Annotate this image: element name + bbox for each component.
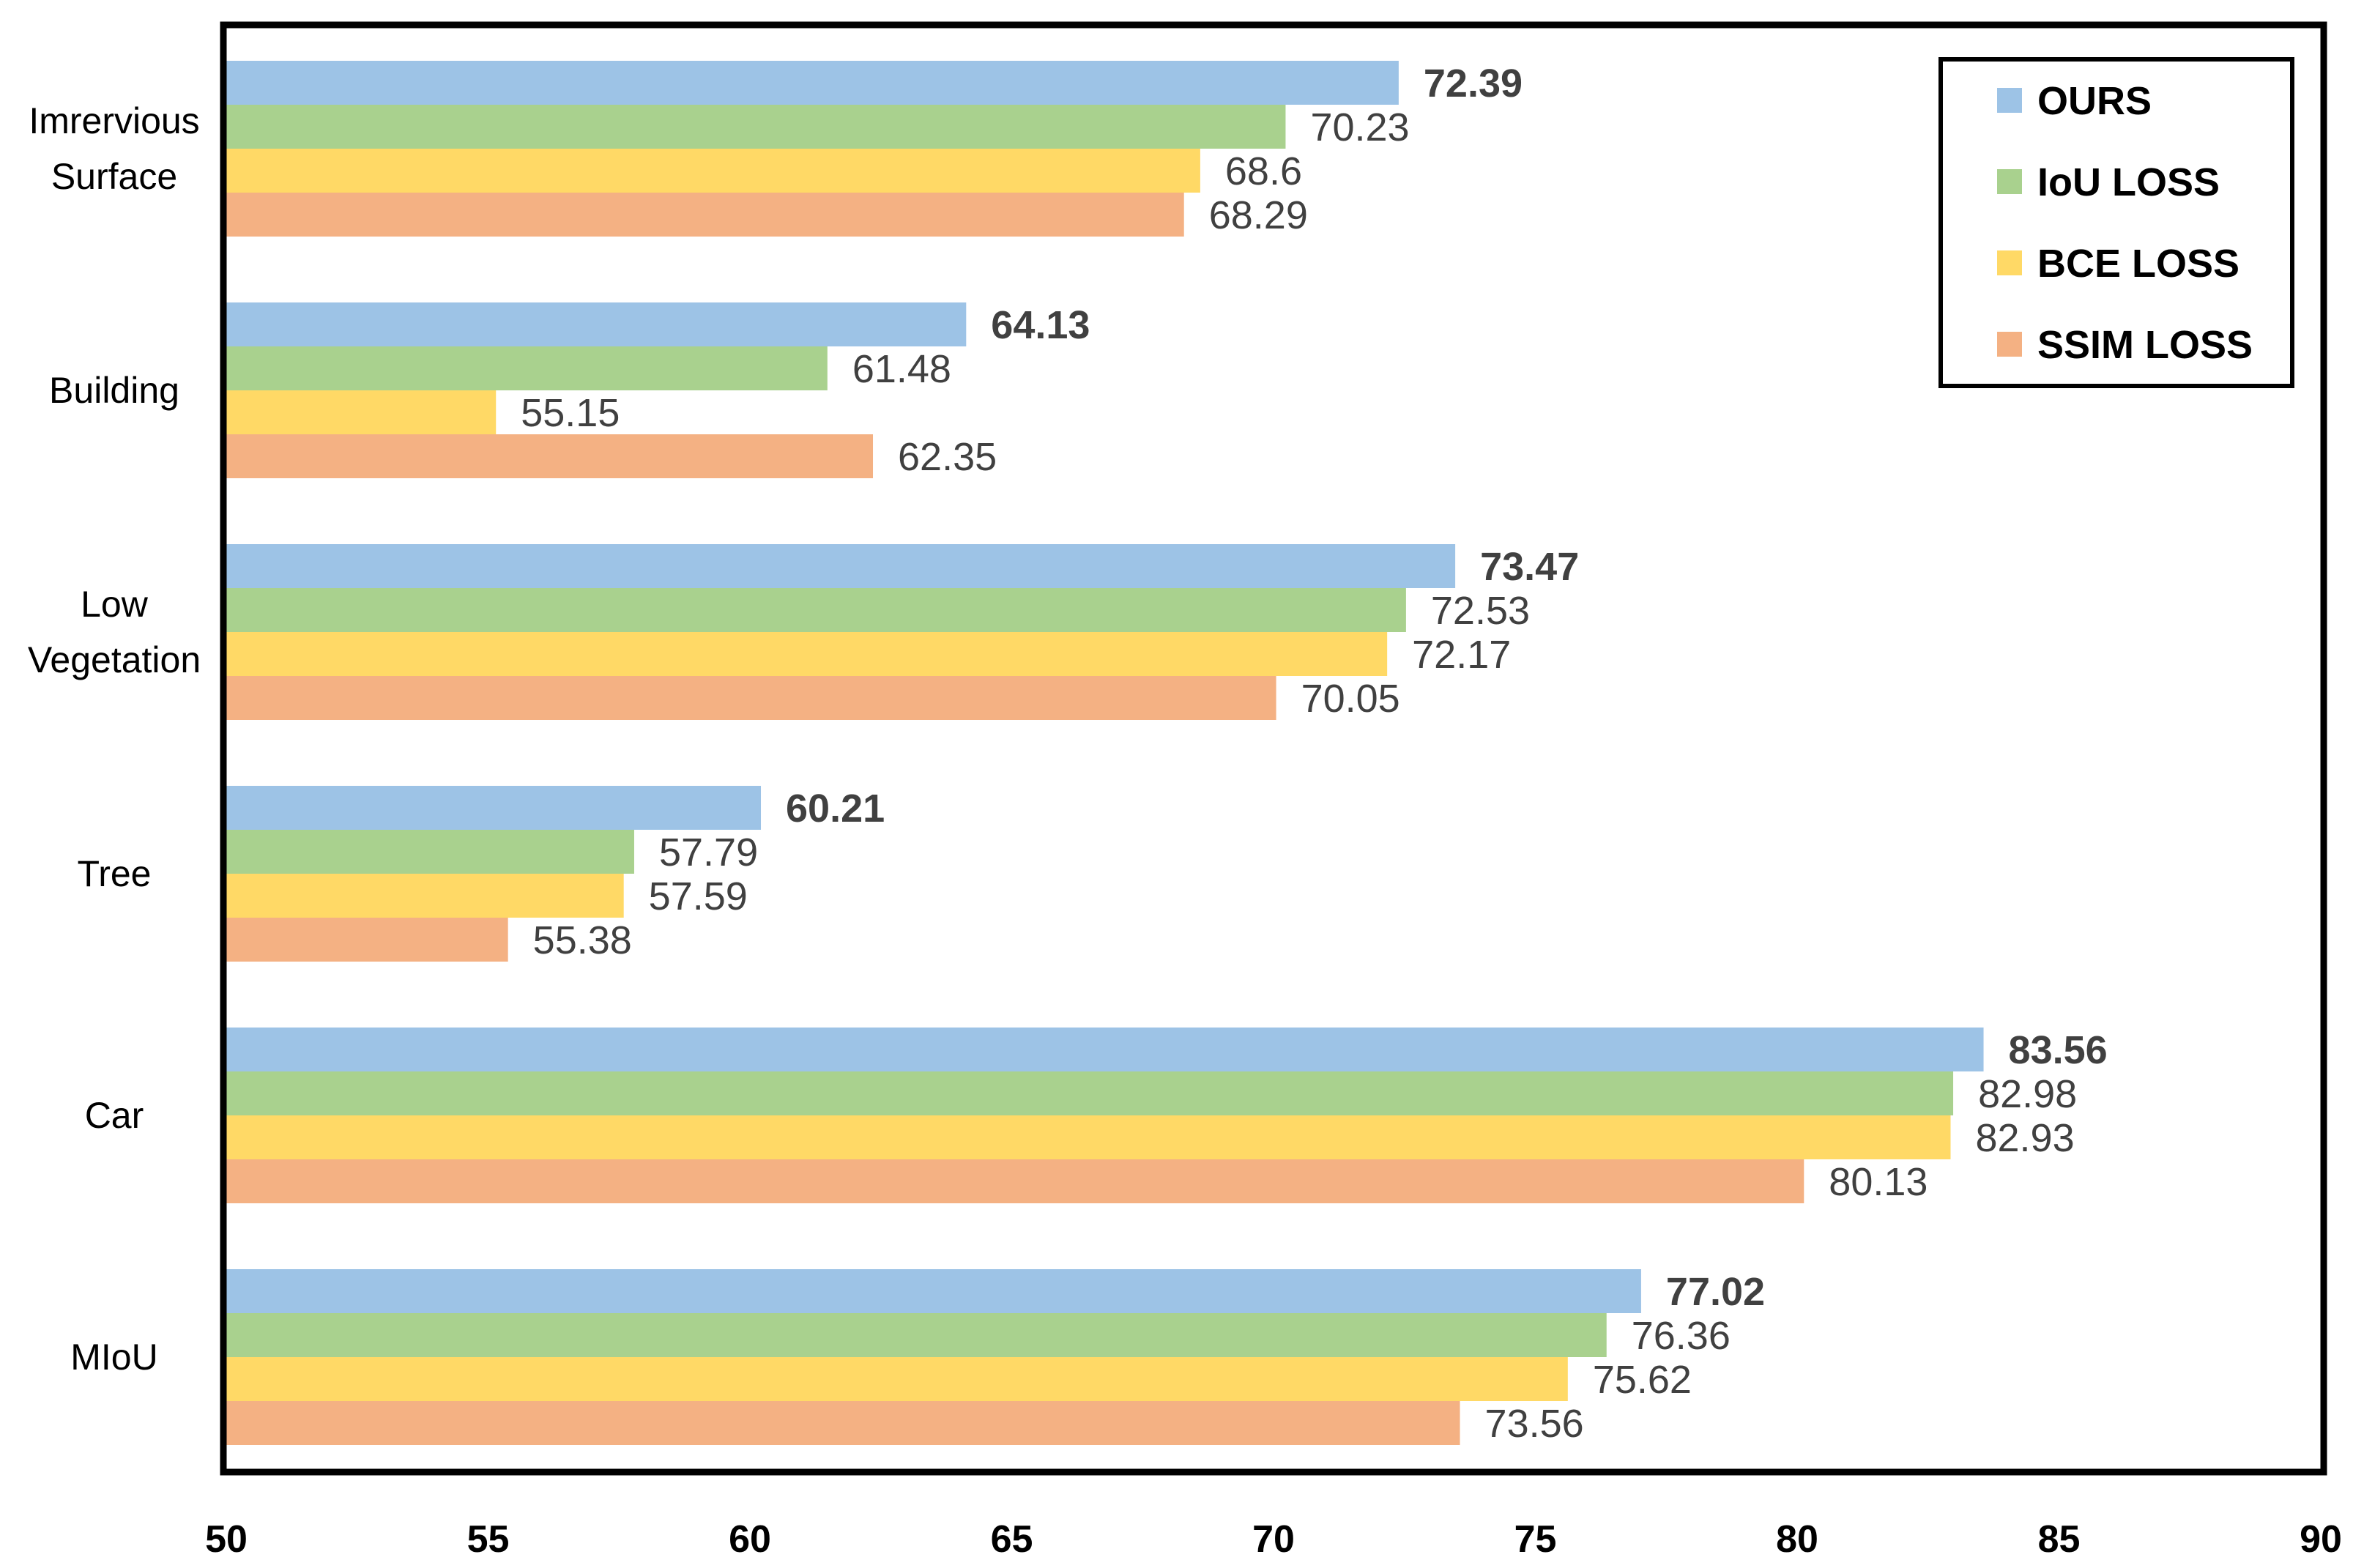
- value-label: 73.47: [1480, 545, 1579, 589]
- bar-ssim-loss-1: [226, 434, 874, 478]
- legend-frame: [1938, 57, 2294, 388]
- value-label: 70.05: [1301, 677, 1400, 721]
- legend-swatch-ours: [1997, 88, 2022, 113]
- value-label: 76.36: [1632, 1314, 1731, 1358]
- bar-ours-0: [226, 61, 1399, 105]
- value-label: 55.38: [533, 918, 632, 962]
- legend-swatch-bce-loss: [1997, 250, 2022, 275]
- bar-bce-loss-3: [226, 874, 624, 918]
- legend: OURS IoU LOSS BCE LOSS SSIM LOSS: [1938, 57, 2294, 388]
- value-label: 61.48: [852, 347, 951, 391]
- value-label: 80.13: [1829, 1160, 1928, 1204]
- bar-bce-loss-0: [226, 149, 1200, 193]
- value-label: 72.17: [1412, 633, 1511, 677]
- x-tick-label: 50: [205, 1518, 248, 1561]
- bar-ours-4: [226, 1028, 1984, 1071]
- legend-label-ssim-loss: SSIM LOSS: [2037, 323, 2253, 367]
- bar-iou-loss-1: [226, 346, 828, 390]
- category-label: Tree: [78, 853, 152, 894]
- bar-ours-2: [226, 544, 1456, 588]
- bar-ssim-loss-5: [226, 1401, 1460, 1445]
- legend-swatch-iou-loss: [1997, 169, 2022, 194]
- value-label: 75.62: [1593, 1358, 1692, 1402]
- value-label: 72.39: [1424, 62, 1523, 105]
- bar-bce-loss-1: [226, 390, 497, 434]
- value-label: 60.21: [786, 787, 885, 831]
- value-label: 72.53: [1431, 589, 1530, 633]
- x-tick-label: 65: [991, 1518, 1033, 1561]
- bar-bce-loss-4: [226, 1115, 1951, 1159]
- category-label: MIoU: [70, 1337, 157, 1378]
- value-label: 68.29: [1209, 193, 1308, 237]
- bar-iou-loss-0: [226, 105, 1286, 149]
- plot-frame: [220, 21, 2327, 1476]
- category-labels-layer: Imrervious Surface Building Low Vegetation Tr…: [28, 100, 201, 1378]
- value-label: 64.13: [991, 303, 1090, 347]
- bar-ssim-loss-2: [226, 676, 1276, 720]
- x-tick-label: 85: [2038, 1518, 2081, 1561]
- bars-layer: [226, 61, 1984, 1445]
- bar-iou-loss-2: [226, 588, 1406, 632]
- category-label: Building: [49, 370, 179, 411]
- category-label: Imrervious Surface: [29, 100, 199, 197]
- bar-iou-loss-3: [226, 830, 634, 874]
- x-axis-ticks: 50 55 60 65 70 75 80 85 90: [205, 1518, 2342, 1561]
- value-label: 62.35: [898, 435, 997, 479]
- value-label: 82.93: [1975, 1116, 2074, 1160]
- x-tick-label: 60: [729, 1518, 771, 1561]
- legend-label-ours: OURS: [2037, 79, 2152, 123]
- legend-label-bce-loss: BCE LOSS: [2037, 242, 2239, 286]
- value-label: 82.98: [1978, 1072, 2077, 1116]
- bar-ssim-loss-4: [226, 1159, 1804, 1203]
- value-label: 73.56: [1485, 1402, 1584, 1446]
- bar-ours-5: [226, 1269, 1641, 1313]
- bar-ours-3: [226, 786, 762, 830]
- bar-ssim-loss-0: [226, 193, 1184, 237]
- x-tick-label: 75: [1514, 1518, 1557, 1561]
- value-label: 77.02: [1666, 1270, 1765, 1314]
- bar-bce-loss-2: [226, 632, 1388, 676]
- value-label: 83.56: [2009, 1028, 2108, 1072]
- bar-bce-loss-5: [226, 1357, 1568, 1401]
- value-label: 57.59: [649, 874, 748, 918]
- value-label: 68.6: [1225, 149, 1302, 193]
- x-tick-label: 80: [1776, 1518, 1818, 1561]
- x-tick-label: 70: [1252, 1518, 1295, 1561]
- legend-label-iou-loss: IoU LOSS: [2037, 160, 2220, 204]
- bar-ours-1: [226, 302, 967, 346]
- x-tick-label: 90: [2300, 1518, 2342, 1561]
- legend-swatch-ssim-loss: [1997, 332, 2022, 357]
- category-label: Car: [85, 1095, 144, 1136]
- value-label: 55.15: [521, 391, 620, 435]
- x-tick-label: 55: [467, 1518, 510, 1561]
- value-label: 70.23: [1310, 105, 1409, 149]
- bar-iou-loss-4: [226, 1071, 1954, 1115]
- bar-iou-loss-5: [226, 1313, 1607, 1357]
- category-label: Low Vegetation: [28, 584, 201, 680]
- bar-ssim-loss-3: [226, 918, 508, 962]
- value-label: 57.79: [659, 831, 758, 874]
